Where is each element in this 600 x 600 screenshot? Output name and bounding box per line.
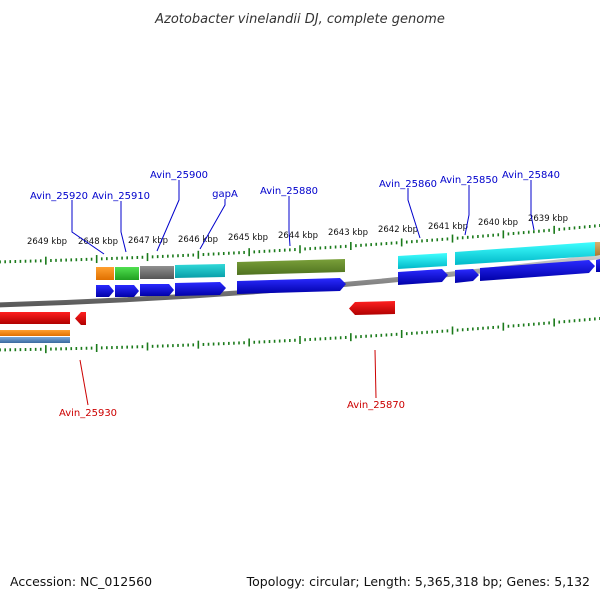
ruler-label: 2639 kbp (528, 214, 568, 224)
gene-arrow-small-red[interactable] (75, 312, 86, 325)
ruler-label: 2644 kbp (278, 231, 318, 241)
gene-label[interactable]: Avin_25870 (347, 400, 405, 411)
ruler-label: 2647 kbp (128, 236, 168, 246)
gene-label[interactable]: Avin_25840 (502, 170, 560, 181)
gene-arrow-edge[interactable] (596, 259, 600, 272)
gene-bar-green[interactable] (115, 267, 139, 280)
gene-arrow-avin-25930[interactable] (0, 312, 70, 324)
gene-arrow-avin-25870[interactable] (349, 301, 395, 315)
outer-ruler (0, 224, 600, 265)
gene-arrow-avin-25840[interactable] (480, 260, 595, 281)
gene-bar-cyan[interactable] (175, 264, 225, 278)
gene-arrow-avin-25920[interactable] (96, 285, 114, 297)
gene-bar-tan[interactable] (595, 242, 600, 256)
reverse-gene-labels: Avin_25930 Avin_25870 (59, 400, 405, 419)
gene-arrow-gapa[interactable] (175, 282, 226, 296)
forward-feature-bars (96, 242, 600, 280)
ruler-label: 2646 kbp (178, 235, 218, 245)
reverse-gene-features (0, 301, 395, 343)
gene-bar-orange[interactable] (96, 267, 114, 280)
ruler-label: 2643 kbp (328, 228, 368, 238)
gene-label[interactable]: Avin_25920 (30, 191, 88, 202)
gene-label[interactable]: Avin_25880 (260, 186, 318, 197)
gene-arrow-avin-25910[interactable] (115, 285, 139, 297)
ruler-label: 2642 kbp (378, 225, 418, 235)
gene-bar-olive[interactable] (237, 259, 345, 275)
ruler-label: 2648 kbp (78, 237, 118, 247)
gene-bar-cyan-3[interactable] (455, 242, 595, 265)
ruler-labels: 2649 kbp 2648 kbp 2647 kbp 2646 kbp 2645… (27, 214, 568, 247)
ruler-label: 2641 kbp (428, 222, 468, 232)
topology-text: Topology: circular; Length: 5,365,318 bp… (246, 574, 590, 589)
accession-text: Accession: NC_012560 (10, 574, 152, 589)
gene-label[interactable]: Avin_25900 (150, 170, 208, 181)
gene-bar-orange-reverse[interactable] (0, 330, 70, 336)
inner-ruler (0, 316, 600, 354)
ruler-label: 2640 kbp (478, 218, 518, 228)
gene-bar-gray[interactable] (140, 266, 174, 279)
ruler-label: 2649 kbp (27, 237, 67, 247)
gene-bar-cyan-2[interactable] (398, 253, 447, 269)
gene-label[interactable]: Avin_25930 (59, 408, 117, 419)
forward-gene-labels: Avin_25920 Avin_25910 Avin_25900 gapA Av… (30, 170, 560, 202)
gene-bar-steel-reverse[interactable] (0, 337, 70, 343)
forward-gene-arrows (96, 259, 600, 297)
map-title: Azotobacter vinelandii DJ, complete geno… (154, 12, 445, 27)
gene-label[interactable]: Avin_25860 (379, 179, 437, 190)
gene-arrow-avin-25900[interactable] (140, 284, 174, 296)
gene-label[interactable]: Avin_25850 (440, 175, 498, 186)
gene-arrow-avin-25880[interactable] (237, 278, 346, 294)
gene-arrow-avin-25850[interactable] (455, 269, 479, 283)
gene-label[interactable]: Avin_25910 (92, 191, 150, 202)
reverse-leader-lines (79, 349, 377, 406)
gene-label[interactable]: gapA (212, 189, 238, 200)
ruler-label: 2645 kbp (228, 233, 268, 243)
forward-leader-lines (71, 180, 535, 255)
gene-arrow-avin-25860[interactable] (398, 269, 448, 285)
